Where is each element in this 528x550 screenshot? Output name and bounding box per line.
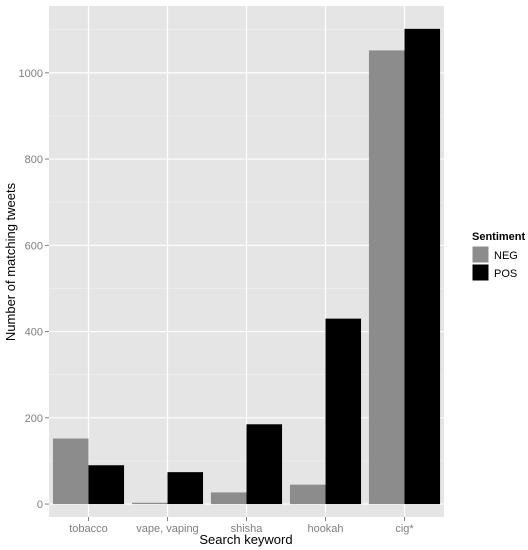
y-tick-label: 1000 [19, 68, 43, 80]
bar-neg-2 [131, 502, 168, 505]
x-tick-label: vape, vaping [136, 523, 198, 535]
bar-pos-5 [404, 28, 441, 505]
x-tick-label: shisha [231, 523, 264, 535]
y-axis-title: Number of matching tweets [3, 182, 18, 341]
y-axis: 0 200 400 600 800 1000 [19, 68, 49, 511]
bar-neg-5 [368, 50, 405, 505]
bar-pos-1 [88, 465, 125, 505]
bar-neg-3 [210, 492, 247, 505]
x-tick-label: cig* [395, 523, 414, 535]
x-tick-label: tobacco [69, 523, 108, 535]
legend-key-neg [471, 245, 490, 264]
legend: Sentiment NEG POS [471, 231, 526, 282]
y-tick-label: 800 [25, 154, 43, 166]
y-tick-label: 0 [37, 499, 43, 511]
bars [52, 28, 441, 505]
bar-neg-4 [289, 484, 326, 505]
y-tick-label: 600 [25, 240, 43, 252]
legend-title: Sentiment [472, 231, 526, 243]
x-axis-title: Search keyword [199, 532, 292, 547]
legend-label-pos: POS [494, 268, 517, 280]
bar-pos-2 [167, 472, 204, 505]
y-tick-label: 400 [25, 327, 43, 339]
bar-pos-3 [246, 424, 283, 505]
y-tick-label: 200 [25, 413, 43, 425]
x-tick-label: hookah [307, 523, 343, 535]
x-axis: tobacco vape, vaping shisha hookah cig* [69, 517, 414, 535]
legend-label-neg: NEG [494, 250, 518, 262]
legend-key-pos [471, 263, 490, 282]
bar-neg-1 [52, 438, 89, 505]
bar-pos-4 [325, 318, 362, 505]
